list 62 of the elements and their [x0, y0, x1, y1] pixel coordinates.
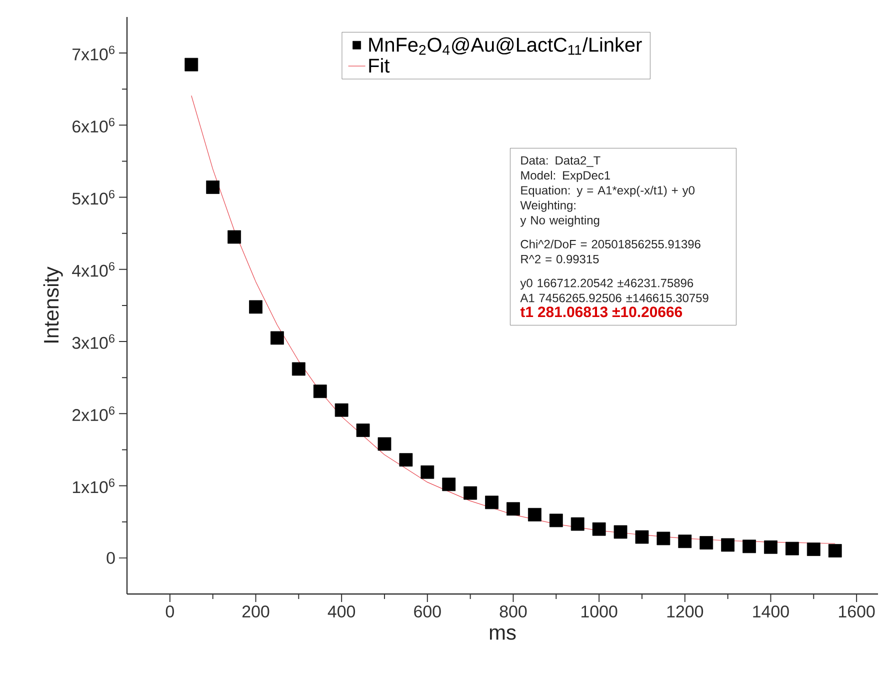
point	[764, 540, 778, 554]
point	[399, 453, 413, 467]
x-tick-label: 1600	[839, 606, 875, 618]
point	[249, 300, 262, 314]
point	[528, 508, 542, 522]
point	[292, 362, 306, 376]
point	[420, 465, 434, 479]
point	[656, 532, 670, 546]
annotation: R^2 = 0.99315	[521, 254, 599, 264]
point	[828, 544, 842, 558]
x-tick-label: 1400	[753, 606, 789, 618]
point	[806, 542, 820, 556]
point	[270, 331, 284, 345]
annotation: t1 281.06813 ±10.20666	[520, 306, 682, 318]
y-tick-label: 4x10$^{6}$	[72, 262, 114, 277]
point	[442, 478, 456, 492]
annotation: A1 7456265.92506 ±146615.30759	[520, 294, 708, 302]
y-tick-label: 6x10$^{6}$	[72, 118, 114, 133]
point	[184, 58, 198, 72]
annotation: Weighting:	[520, 200, 576, 212]
x-tick-label: 1200	[667, 606, 704, 618]
point	[700, 536, 714, 550]
annotation: Model: ExpDec1	[521, 170, 610, 182]
point	[678, 534, 692, 548]
legend-label: MnFe$_{2}$O$_{4}$@Au@LactC$_{11}$/Linker	[369, 37, 642, 55]
x-tick-label: 1000	[582, 606, 618, 618]
x-tick-label: 0	[166, 606, 174, 618]
point	[206, 180, 220, 194]
point	[549, 514, 563, 528]
x-tick-label: 200	[242, 606, 270, 618]
point	[506, 502, 520, 516]
y-tick-label: 1x10$^{6}$	[72, 478, 114, 494]
point	[485, 496, 498, 510]
annotation: Equation: y = A1*exp(-x/t1) + y0	[521, 186, 694, 197]
y-tick-label: 2x10$^{6}$	[72, 406, 114, 422]
y-axis-title: Intensity	[43, 266, 63, 343]
y-tick-label: 5x10$^{6}$	[72, 190, 114, 205]
x-axis-title: ms	[490, 628, 516, 640]
point	[228, 230, 241, 244]
legend-label: Fit	[369, 58, 390, 73]
x-tick-label: 400	[328, 606, 356, 618]
point	[334, 403, 348, 417]
point	[721, 538, 735, 552]
y-tick-label: 7x10$^{6}$	[72, 46, 114, 60]
annotation: y No weighting	[520, 216, 600, 227]
point	[570, 517, 584, 531]
x-tick-label: 600	[414, 606, 441, 618]
point	[742, 540, 756, 554]
point	[785, 542, 799, 556]
annotation: Data: Data2_T	[521, 156, 600, 167]
annotation: Chi^2/DoF = 20501856255.91396	[520, 240, 700, 248]
x-tick-label: 800	[500, 606, 527, 618]
point	[614, 525, 628, 539]
point	[592, 522, 606, 536]
point	[378, 437, 392, 451]
y-tick-label: 0	[106, 552, 115, 564]
point	[356, 424, 370, 437]
point	[464, 486, 478, 500]
y-tick-label: 3x10$^{6}$	[72, 334, 114, 349]
point	[635, 530, 649, 544]
annotation: y0 166712.20542 ±46231.75896	[520, 278, 694, 290]
point	[313, 384, 327, 398]
